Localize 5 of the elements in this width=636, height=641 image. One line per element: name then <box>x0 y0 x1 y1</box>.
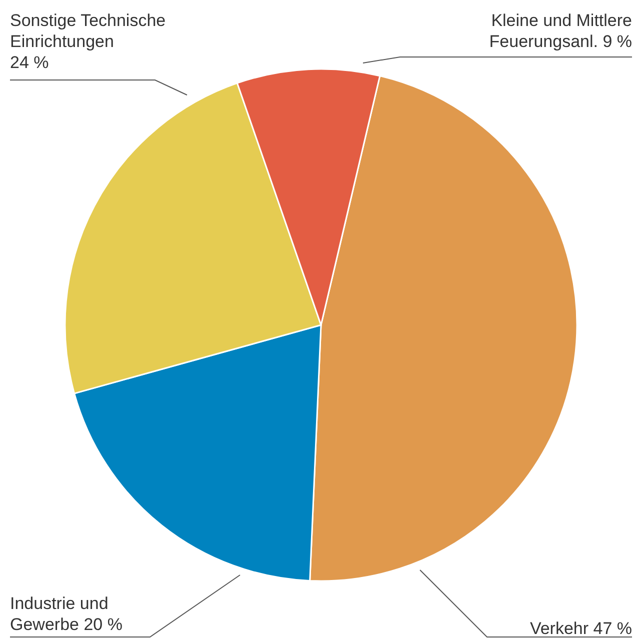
slice-label: Kleine und Mittlere Feuerungsanl. 9 % <box>489 11 632 51</box>
data-label: 24 % <box>10 53 49 72</box>
slice-label: Sonstige Technische Einrichtungen <box>10 11 166 51</box>
slice-label: Verkehr 47 % <box>530 619 632 638</box>
slice-label: Industrie und Gewerbe 20 % <box>10 594 122 634</box>
